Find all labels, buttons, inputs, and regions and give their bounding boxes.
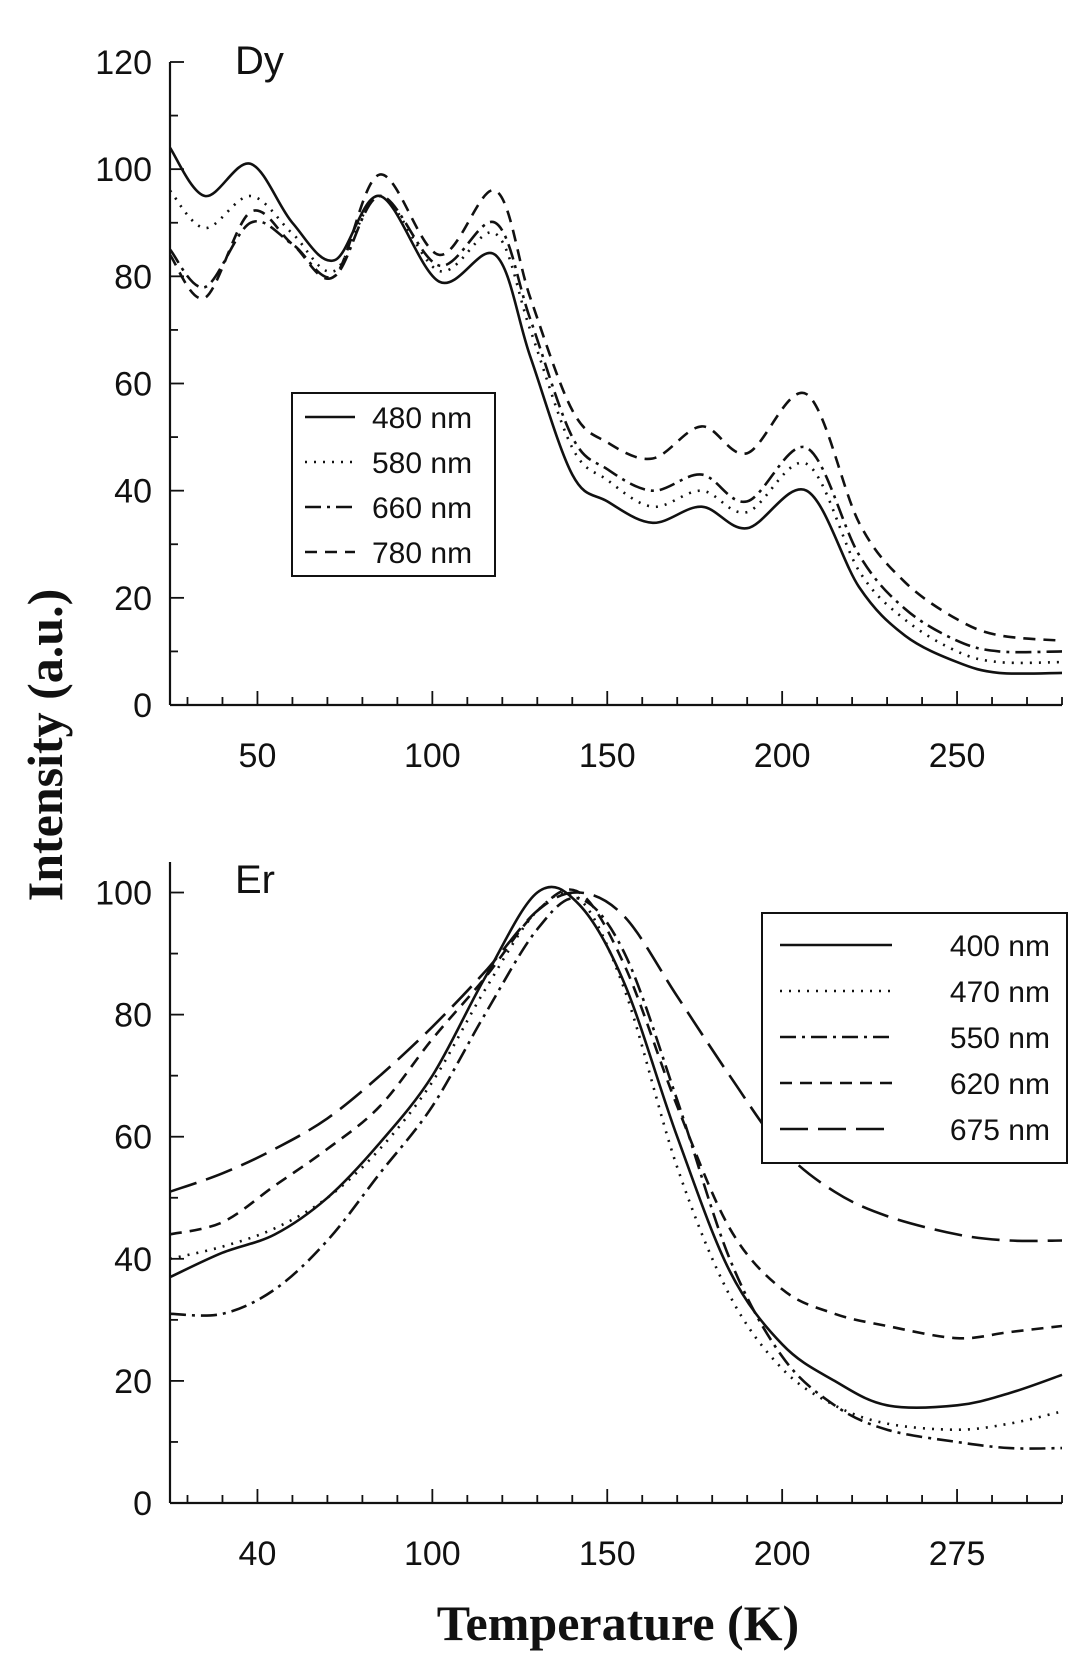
y-tick-label: 100 — [95, 875, 152, 913]
x-tick-label: 250 — [929, 737, 986, 775]
legend-label: 675 nm — [950, 1114, 1050, 1147]
legend-label: 480 nm — [372, 402, 472, 435]
y-tick-label: 20 — [114, 580, 152, 618]
x-axis-title: Temperature (K) — [437, 1595, 799, 1651]
legend-label: 400 nm — [950, 930, 1050, 963]
x-tick-label: 200 — [754, 737, 811, 775]
x-tick-label: 275 — [929, 1535, 986, 1573]
y-tick-label: 60 — [114, 366, 152, 404]
y-tick-label: 120 — [95, 44, 152, 82]
y-tick-label: 60 — [114, 1119, 152, 1157]
legend-label: 580 nm — [372, 447, 472, 480]
y-tick-label: 80 — [114, 997, 152, 1035]
x-tick-label: 50 — [239, 737, 277, 775]
y-axis-title: Intensity (a.u.) — [17, 589, 73, 902]
series-line — [169, 891, 1063, 1243]
panel-title: Er — [235, 858, 275, 902]
series-line — [168, 173, 1063, 642]
series-line — [169, 888, 1063, 1340]
legend-label: 780 nm — [372, 537, 472, 570]
x-tick-label: 100 — [404, 1535, 461, 1573]
legend: 400 nm 470 nm 550 nm 620 nm 675 nm — [761, 912, 1068, 1164]
x-tick-label: 150 — [579, 737, 636, 775]
chart-er: 0 20 40 60 80 100 40 100 150 200 275 Er 400 nm 470 nm… — [95, 858, 1068, 1573]
y-tick-label: 40 — [114, 1241, 152, 1279]
y-tick-label: 0 — [133, 1485, 152, 1523]
chart-dy: 0 20 40 60 80 100 120 50 100 150 200 250 Dy 480 nm 580… — [95, 39, 1063, 775]
panel-title: Dy — [235, 39, 284, 83]
y-tick-label: 80 — [114, 258, 152, 296]
x-tick-label: 40 — [239, 1535, 277, 1573]
y-tick-label: 0 — [133, 687, 152, 725]
x-tick-label: 150 — [579, 1535, 636, 1573]
x-tick-label: 100 — [404, 737, 461, 775]
y-tick-label: 20 — [114, 1363, 152, 1401]
legend-box — [291, 392, 496, 577]
series-line — [169, 891, 1063, 1431]
y-tick-label: 100 — [95, 151, 152, 189]
legend: 480 nm 580 nm 660 nm 780 nm — [291, 392, 496, 577]
series-line — [168, 146, 1063, 675]
x-tick-label: 200 — [754, 1535, 811, 1573]
series-line — [169, 885, 1063, 1409]
series-line — [169, 896, 1063, 1450]
legend-label: 620 nm — [950, 1068, 1050, 1101]
y-tick-label: 40 — [114, 473, 152, 511]
legend-label: 470 nm — [950, 976, 1050, 1009]
legend-label: 550 nm — [950, 1022, 1050, 1055]
legend-label: 660 nm — [372, 492, 472, 525]
